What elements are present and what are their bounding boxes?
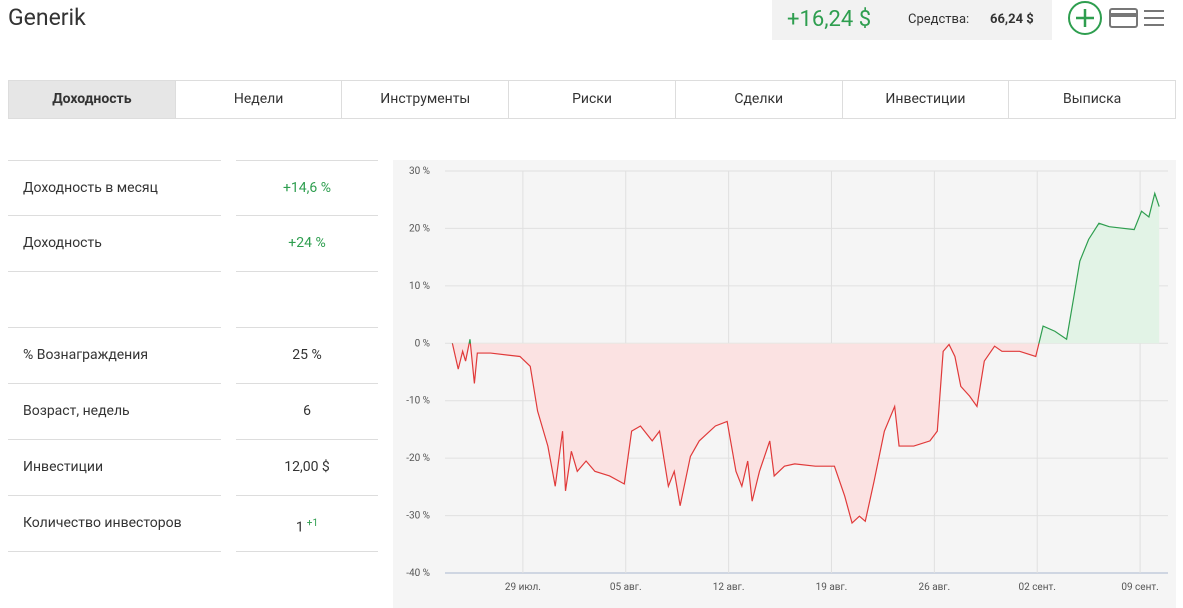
toolbar-icons bbox=[1068, 1, 1164, 35]
area bbox=[452, 193, 1160, 524]
stat-label: Доходность bbox=[8, 215, 221, 270]
profit: +16,24 $ bbox=[787, 7, 872, 32]
tab[interactable]: Сделки bbox=[674, 81, 842, 118]
balance-box: +16,24 $ Средства: 66,24 $ bbox=[772, 0, 1052, 40]
y-tick-label: 0 % bbox=[415, 338, 430, 349]
tab[interactable]: Инвестиции bbox=[841, 81, 1009, 118]
y-tick-label: -40 % bbox=[406, 568, 430, 579]
tab[interactable]: Риски bbox=[508, 81, 675, 118]
row-border bbox=[236, 271, 378, 272]
menu-button[interactable] bbox=[1144, 10, 1164, 26]
stat-value: 1 +1 bbox=[236, 495, 378, 551]
x-tick-label: 05 авг. bbox=[610, 582, 642, 593]
tab[interactable]: Доходность bbox=[9, 81, 175, 118]
stat-label: % Вознаграждения bbox=[8, 327, 221, 382]
tabs: Доходность Недели Инструменты Риски Сделки Ин… bbox=[8, 80, 1176, 119]
line bbox=[451, 191, 1160, 525]
stat-value: 6 bbox=[236, 383, 378, 439]
stat-label: Возраст, недель bbox=[8, 383, 221, 438]
y-tick-label: 10 % bbox=[409, 281, 430, 292]
row-border bbox=[8, 551, 221, 552]
card-button[interactable] bbox=[1109, 8, 1138, 28]
x-tick-label: 26 авг. bbox=[918, 582, 950, 593]
tab[interactable]: Выписка bbox=[1008, 81, 1175, 118]
stat-label: Количество инвесторов bbox=[8, 495, 221, 550]
stat-value: +24 % bbox=[236, 215, 378, 271]
y-tick-label: -20 % bbox=[406, 453, 430, 464]
x-tick-label: 02 сент. bbox=[1018, 582, 1055, 593]
y-tick-label: 20 % bbox=[409, 223, 430, 234]
stat-label: Доходность в месяц bbox=[8, 160, 221, 215]
y-tick-label: -10 % bbox=[406, 396, 430, 407]
stat-value: 12,00 $ bbox=[236, 439, 378, 495]
stat-badge: +1 bbox=[306, 518, 319, 529]
x-tick-label: 19 авг. bbox=[816, 582, 848, 593]
x-tick-label: 12 авг. bbox=[713, 582, 745, 593]
row-border bbox=[8, 271, 221, 272]
add-button[interactable] bbox=[1068, 1, 1102, 35]
row-border bbox=[236, 551, 378, 552]
funds-label: Средства: bbox=[908, 12, 970, 27]
stat-label: Инвестиции bbox=[8, 439, 221, 494]
y-tick-label: -30 % bbox=[406, 511, 430, 522]
tab[interactable]: Недели bbox=[174, 81, 342, 118]
y-tick-label: 30 % bbox=[409, 166, 430, 177]
tab[interactable]: Инструменты bbox=[341, 81, 508, 118]
x-tick-label: 29 июл. bbox=[505, 582, 541, 593]
account-title: Generik bbox=[8, 4, 86, 31]
x-tick-label: 09 сент. bbox=[1121, 582, 1158, 593]
stat-value: +14,6 % bbox=[236, 160, 378, 216]
funds-value: 66,24 $ bbox=[990, 12, 1034, 27]
stat-value: 25 % bbox=[236, 327, 378, 383]
